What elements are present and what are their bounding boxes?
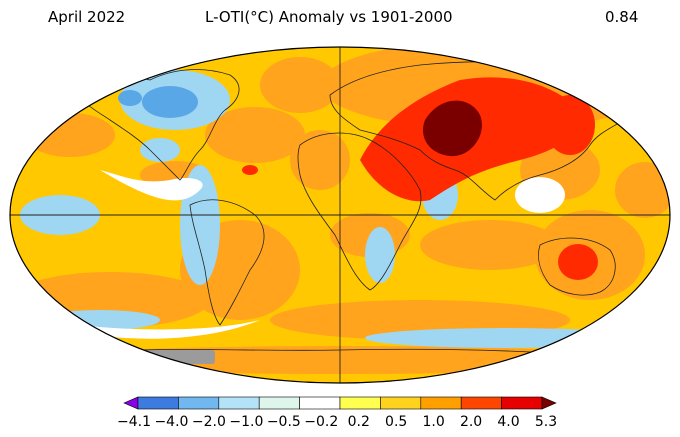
global-mean-value: 0.84 <box>605 8 639 26</box>
south-america-outline <box>189 199 265 326</box>
extreme-regions <box>422 100 482 157</box>
legend-bin-4 <box>258 396 300 410</box>
legend-tick-label: 5.3 <box>534 414 558 430</box>
legend-tick-label: −0.2 <box>304 414 339 430</box>
australia-outline <box>538 237 616 296</box>
legend-tick-label: −1.0 <box>229 414 264 430</box>
legend-tick-label: 4.0 <box>497 414 520 430</box>
legend-tick-label: −4.0 <box>154 414 189 430</box>
legend-tick-label: −2.0 <box>191 414 226 430</box>
legend-bin-8 <box>420 396 462 410</box>
legend-tick-label: 0.5 <box>385 414 408 430</box>
legend-bin-11 <box>541 396 557 410</box>
legend-bin-5 <box>299 396 341 410</box>
legend-tick-label: −4.1 <box>117 414 151 430</box>
legend-bin-7 <box>380 396 422 410</box>
north-america-outline <box>79 69 240 181</box>
map-title: L-OTI(°C) Anomaly vs 1901-2000 <box>205 8 453 26</box>
legend-bin-1 <box>137 396 179 410</box>
legend-bin-3 <box>218 396 260 410</box>
cold-regions <box>118 86 198 118</box>
legend-tick-label: 1.0 <box>422 414 445 430</box>
legend-bin-2 <box>178 396 220 410</box>
legend-bin-6 <box>339 396 381 410</box>
map-date-label: April 2022 <box>48 8 126 26</box>
legend-tick-label: 0.2 <box>347 414 370 430</box>
legend-tick-label: 2.0 <box>459 414 483 430</box>
globe-outline <box>9 46 671 384</box>
africa-outline <box>297 132 422 291</box>
legend-colorbar <box>123 396 557 410</box>
legend-bin-9 <box>460 396 502 410</box>
legend-tick-label: −0.5 <box>266 414 301 430</box>
legend-bin-0 <box>123 396 139 410</box>
legend-bin-10 <box>501 396 543 410</box>
